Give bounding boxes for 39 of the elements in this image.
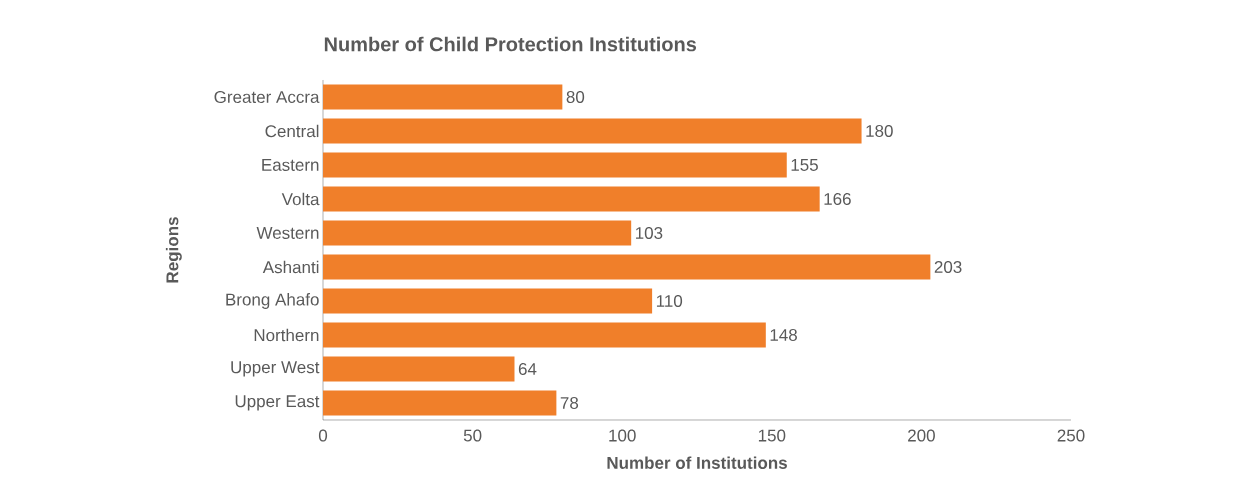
y-tick-label: Greater Accra xyxy=(214,90,320,104)
data-label: 203 xyxy=(934,260,962,274)
y-tick-label: Upper East xyxy=(235,395,320,411)
x-tick-label: 50 xyxy=(463,429,482,442)
data-label: 103 xyxy=(636,226,663,240)
data-label: 155 xyxy=(791,159,818,171)
bar xyxy=(323,390,557,416)
data-label: 148 xyxy=(770,328,797,342)
x-tick-label: 150 xyxy=(758,429,786,442)
x-tick-label: 0 xyxy=(318,429,328,442)
bar xyxy=(323,186,820,212)
data-label: 80 xyxy=(566,90,585,104)
bar xyxy=(323,152,787,178)
data-label: 110 xyxy=(656,294,683,308)
y-tick-label: Northern xyxy=(254,328,319,342)
y-axis-title: Regions xyxy=(165,217,182,283)
data-label: 78 xyxy=(560,396,579,410)
bar xyxy=(323,254,931,280)
bar xyxy=(323,220,632,246)
bar xyxy=(323,118,862,144)
y-tick-label: Upper West xyxy=(231,361,320,377)
x-tick-label: 100 xyxy=(609,429,636,442)
y-tick-label: Volta xyxy=(281,192,320,206)
x-tick-label: 200 xyxy=(908,429,935,442)
y-tick-label: Brong Ahafo xyxy=(226,293,319,309)
chart-title: Number of Child Protection Institutions xyxy=(324,36,697,52)
x-tick-label: 250 xyxy=(1057,429,1085,442)
y-tick-label: Ashanti xyxy=(262,260,319,274)
bar xyxy=(323,288,653,314)
data-label: 64 xyxy=(518,362,537,376)
bar xyxy=(323,84,563,110)
bar xyxy=(323,356,515,382)
y-tick-label: Central xyxy=(265,124,319,138)
y-tick-label: Eastern xyxy=(262,159,319,171)
bar xyxy=(323,322,766,348)
x-axis-title: Number of Institutions xyxy=(607,456,787,469)
data-label: 180 xyxy=(866,124,893,138)
data-label: 166 xyxy=(824,192,851,206)
y-tick-label: Western xyxy=(256,227,319,239)
